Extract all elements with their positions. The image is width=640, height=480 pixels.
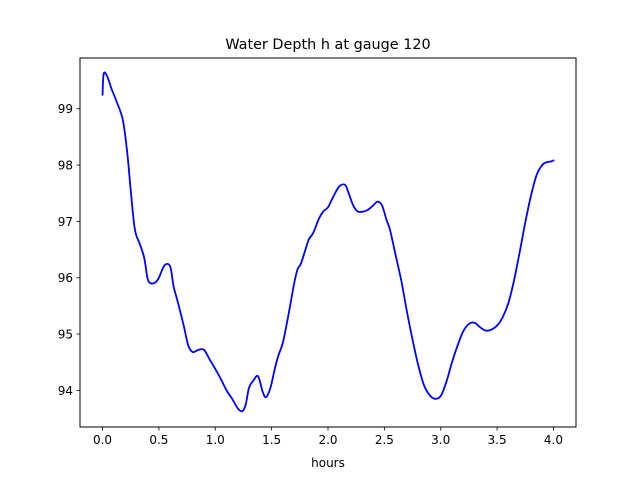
x-tick-label: 0.5: [149, 433, 168, 447]
series-line-0: [101, 71, 555, 413]
x-tick-label: 2.5: [375, 433, 394, 447]
y-tick-label: 99: [58, 102, 73, 116]
y-tick-label: 98: [58, 159, 73, 173]
x-tick-label: 3.5: [488, 433, 507, 447]
y-tick-label: 94: [58, 384, 73, 398]
x-tick-label: 0.0: [93, 433, 112, 447]
y-tick-label: 96: [58, 271, 73, 285]
chart-title: Water Depth h at gauge 120: [225, 37, 430, 53]
y-tick-label: 97: [58, 215, 73, 229]
y-axis: 94 95 96 97 98 99: [58, 102, 80, 398]
x-tick-label: 1.0: [206, 433, 225, 447]
x-tick-label: 2.0: [318, 433, 337, 447]
x-axis-label: hours: [311, 456, 345, 470]
series-layer: [101, 71, 555, 413]
y-tick-label: 95: [58, 328, 73, 342]
x-tick-label: 1.5: [262, 433, 281, 447]
x-tick-label: 4.0: [544, 433, 563, 447]
x-axis: 0.0 0.5 1.0 1.5 2.0 2.5 3.0 3.5 4.0: [93, 427, 563, 447]
x-tick-label: 3.0: [431, 433, 450, 447]
